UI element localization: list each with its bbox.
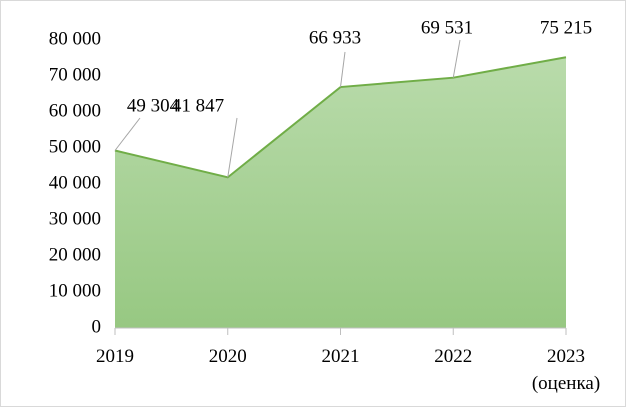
y-tick-label: 0	[92, 316, 102, 337]
leader-line	[452, 39, 461, 78]
x-tick-label: 2020	[208, 346, 247, 367]
y-tick-label: 70 000	[49, 64, 101, 85]
y-tick-label: 80 000	[49, 28, 101, 49]
leader-line	[340, 51, 346, 88]
data-label: 66 933	[309, 27, 361, 48]
data-label: 49 304	[127, 95, 180, 116]
leader-line	[227, 117, 238, 178]
y-tick-label: 20 000	[49, 244, 101, 265]
x-tick-label: 2022	[434, 346, 473, 367]
y-tick-label: 40 000	[49, 172, 101, 193]
x-tick-label: 2019	[96, 346, 134, 367]
data-label: 69 531	[421, 17, 473, 38]
y-tick-label: 30 000	[49, 208, 101, 229]
y-tick-label: 10 000	[49, 280, 101, 301]
data-label: 75 215	[540, 17, 592, 38]
data-label: 41 847	[172, 95, 224, 116]
area	[115, 57, 566, 328]
x-tick-label: 2023 (оценка)	[531, 346, 601, 394]
y-tick-label: 50 000	[49, 136, 101, 157]
x-tick-label: 2021	[321, 346, 360, 367]
leader-line	[114, 117, 141, 151]
y-tick-label: 60 000	[49, 100, 101, 121]
